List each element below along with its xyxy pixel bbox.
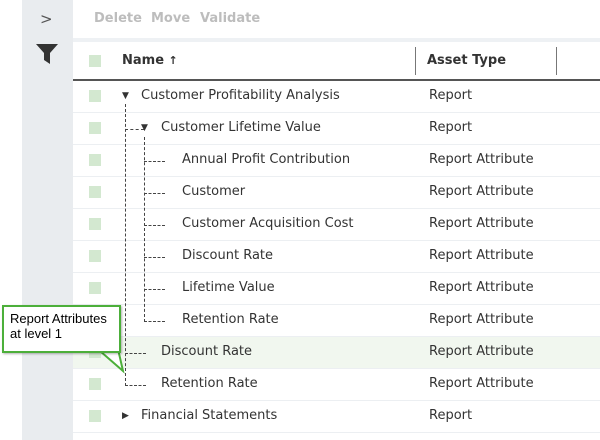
asset-type: Report Attribute	[429, 312, 534, 327]
caret-down-icon[interactable]: ▼	[141, 123, 148, 133]
tree-line	[125, 104, 126, 386]
table-row[interactable]: Lifetime Value Report Attribute	[73, 273, 600, 305]
asset-name[interactable]: Customer	[182, 184, 246, 199]
sort-ascending-icon: ↑	[168, 54, 178, 67]
asset-type: Report Attribute	[429, 184, 534, 199]
tree-line	[144, 289, 165, 290]
table-row[interactable]: ▶ Financial Statements Report	[73, 401, 600, 433]
table-row[interactable]: Annual Profit Contribution Report Attribu…	[73, 145, 600, 177]
asset-type: Report	[429, 408, 473, 423]
tree-line	[144, 225, 165, 226]
table-row[interactable]: Customer Acquisition Cost Report Attribut…	[73, 209, 600, 241]
asset-type: Report Attribute	[429, 344, 534, 359]
tree-line	[144, 193, 165, 194]
toolbar: Delete Move Validate	[73, 0, 600, 38]
filter-icon[interactable]	[35, 42, 59, 66]
asset-name[interactable]: Retention Rate	[182, 312, 279, 327]
asset-type: Report Attribute	[429, 280, 534, 295]
row-checkbox[interactable]	[89, 378, 101, 390]
asset-name[interactable]: Customer Acquisition Cost	[182, 216, 354, 231]
asset-type: Report	[429, 88, 473, 103]
delete-button[interactable]: Delete	[94, 11, 142, 26]
asset-name[interactable]: Financial Statements	[141, 408, 278, 423]
table-row[interactable]: Customer Report Attribute	[73, 177, 600, 209]
tree-line	[125, 129, 144, 130]
asset-type: Report Attribute	[429, 376, 534, 391]
callout-annotation: Report Attributes at level 1	[2, 305, 121, 353]
row-checkbox[interactable]	[89, 186, 101, 198]
row-checkbox[interactable]	[89, 122, 101, 134]
row-checkbox[interactable]	[89, 90, 101, 102]
asset-name[interactable]: Retention Rate	[161, 376, 258, 391]
asset-name[interactable]: Discount Rate	[182, 248, 274, 263]
row-checkbox[interactable]	[89, 250, 101, 262]
caret-right-icon[interactable]: ▶	[122, 411, 129, 421]
caret-down-icon[interactable]: ▼	[122, 91, 129, 101]
tree-line	[144, 137, 145, 322]
column-header-name[interactable]: Name ↑	[122, 53, 178, 68]
select-all-checkbox[interactable]	[89, 55, 101, 67]
table-row[interactable]: Retention Rate Report Attribute	[73, 305, 600, 337]
row-checkbox[interactable]	[89, 410, 101, 422]
asset-name[interactable]: Customer Profitability Analysis	[141, 88, 340, 103]
tree-line	[125, 385, 146, 386]
asset-type: Report Attribute	[429, 248, 534, 263]
move-button[interactable]: Move	[151, 11, 191, 26]
tree-line	[125, 353, 146, 354]
table-row[interactable]: ▼ Customer Profitability Analysis Report	[73, 81, 600, 113]
table-header: Name ↑ Asset Type	[73, 42, 600, 81]
validate-button[interactable]: Validate	[200, 11, 261, 26]
divider	[73, 38, 600, 42]
asset-name[interactable]: Lifetime Value	[182, 280, 275, 295]
sidebar: >	[22, 0, 73, 440]
table-row[interactable]: Discount Rate Report Attribute	[73, 337, 600, 369]
chevron-right-icon[interactable]: >	[40, 10, 53, 28]
column-header-asset-type[interactable]: Asset Type	[427, 53, 507, 68]
column-resizer[interactable]	[556, 47, 557, 75]
asset-name[interactable]: Customer Lifetime Value	[161, 120, 321, 135]
table-row[interactable]: Discount Rate Report Attribute	[73, 241, 600, 273]
tree-line	[144, 257, 165, 258]
row-checkbox[interactable]	[89, 154, 101, 166]
tree-line	[144, 321, 165, 322]
table-row[interactable]: Retention Rate Report Attribute	[73, 369, 600, 401]
asset-type: Report Attribute	[429, 152, 534, 167]
tree-line	[144, 161, 165, 162]
asset-type: Report	[429, 120, 473, 135]
asset-name[interactable]: Discount Rate	[161, 344, 253, 359]
column-resizer[interactable]	[415, 47, 416, 75]
row-checkbox[interactable]	[89, 282, 101, 294]
table-row[interactable]: ▼ Customer Lifetime Value Report	[73, 113, 600, 145]
asset-name[interactable]: Annual Profit Contribution	[182, 152, 351, 167]
row-checkbox[interactable]	[89, 218, 101, 230]
asset-type: Report Attribute	[429, 216, 534, 231]
